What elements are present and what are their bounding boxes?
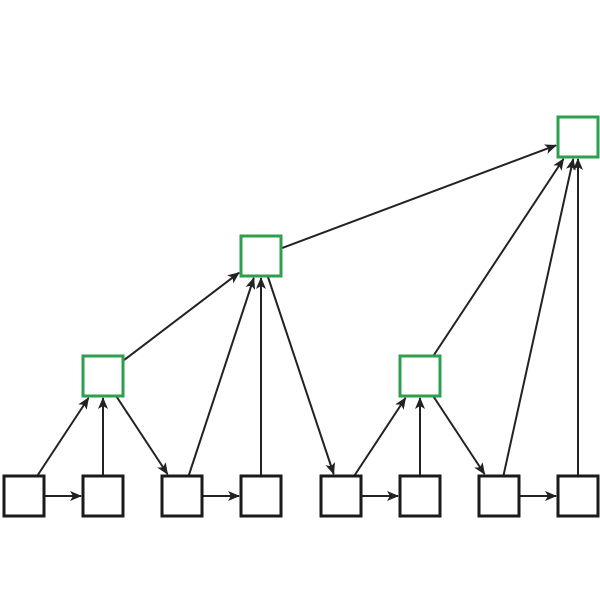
node-b2 [81, 474, 125, 518]
arrow-m1-to-b3 [115, 396, 169, 475]
arrow-m2-to-b7 [432, 396, 486, 475]
node-b5 [319, 474, 363, 518]
highlighted-node-m2 [398, 354, 442, 398]
highlighted-node-m1 [81, 354, 125, 398]
node-b4 [239, 474, 283, 518]
arrow-u1-to-b5 [267, 276, 335, 475]
node-b6 [398, 474, 442, 518]
arrow-m2-to-t1 [433, 158, 565, 356]
highlighted-node-u1 [239, 234, 283, 278]
highlighted-node-t1 [556, 115, 600, 159]
node-b1 [2, 474, 46, 518]
edges-layer [36, 144, 583, 501]
arrow-b5-to-m2 [353, 397, 407, 476]
nodes-layer [2, 115, 600, 518]
node-b7 [477, 474, 521, 518]
node-b8 [556, 474, 600, 518]
arrow-b7-to-t1 [502, 158, 576, 476]
arrow-b3-to-u1 [187, 277, 256, 476]
arrow-m1-to-u1 [123, 271, 240, 361]
arrow-u1-to-t1 [281, 144, 557, 250]
node-b3 [160, 474, 204, 518]
arrow-b1-to-m1 [36, 397, 90, 476]
